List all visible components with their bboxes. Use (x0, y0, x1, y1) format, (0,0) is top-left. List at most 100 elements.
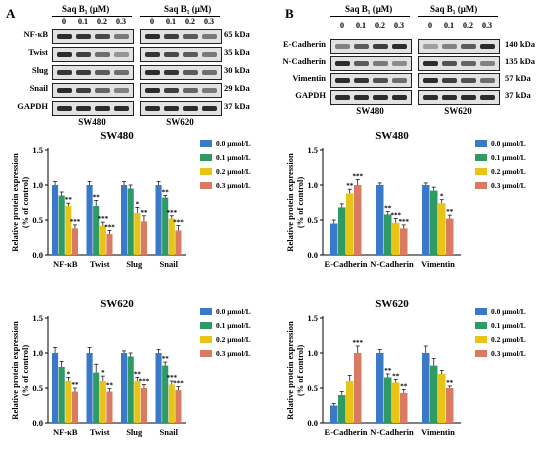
blot-band (183, 70, 198, 75)
legend-label: 0.2 μmol/L (491, 167, 526, 176)
blot-strip (330, 90, 412, 105)
legend-label: 0.3 μmol/L (491, 181, 526, 190)
significance-label: *** (98, 215, 109, 223)
legend-swatch (475, 168, 487, 175)
bar (376, 185, 384, 255)
legend-swatch (200, 308, 212, 315)
blot-band (480, 44, 495, 49)
significance-label: * (136, 200, 140, 208)
bar (338, 395, 346, 423)
bar-chart-sw620-transcription-factors: SW620 Relative protein expression(% of co… (10, 298, 251, 437)
y-tick-label: 1.5 (307, 145, 318, 155)
bar-chart-sw480-emt-markers: SW480 Relative protein expression(% of co… (285, 130, 526, 269)
blot-band (335, 78, 350, 83)
y-axis-label-line: Relative protein expression (285, 321, 295, 420)
blot-band (57, 70, 72, 75)
x-tick-label: N-Cadherin (370, 259, 414, 269)
bar (155, 353, 162, 423)
significance-label: * (67, 371, 71, 379)
x-tick-label: Slug (126, 427, 143, 437)
y-tick-label: 0.0 (307, 250, 318, 260)
treatment-label-b-sw620: Saq B₁ (μM) (430, 4, 478, 14)
y-tick-label: 0.5 (32, 383, 43, 393)
blot-band (164, 106, 179, 111)
bar (162, 365, 169, 423)
y-tick-label: 0.5 (32, 215, 43, 225)
conc-b-7: 0.2 (463, 21, 473, 30)
y-axis-label-line: (% of control) (20, 345, 30, 396)
blot-band (480, 95, 495, 100)
blot-band (57, 34, 72, 39)
bar (71, 228, 78, 255)
blot-band (95, 34, 110, 39)
y-tick-label: 1.0 (307, 348, 318, 358)
legend-label: 0.0 μmol/L (216, 139, 251, 148)
y-axis-label-line: Relative protein expression (285, 153, 295, 252)
significance-label: *** (70, 218, 81, 226)
significance-label: *** (139, 378, 150, 386)
blot-strip (330, 56, 412, 71)
blot-band (95, 52, 110, 57)
bar (106, 234, 113, 255)
legend-label: 0.3 μmol/L (216, 349, 251, 358)
significance-label: ** (71, 381, 79, 389)
bar (400, 392, 408, 423)
legend-label: 0.1 μmol/L (216, 321, 251, 330)
blot-band (183, 52, 198, 57)
conc-a-5: 0 (150, 17, 154, 26)
bar-chart-sw620-emt-markers: SW620 Relative protein expression(% of co… (285, 298, 526, 437)
bar (93, 372, 100, 423)
legend-swatch (475, 322, 487, 329)
bar (330, 223, 338, 255)
kda-ecadherin: 140 kDa (505, 39, 535, 49)
legend-label: 0.1 μmol/L (491, 321, 526, 330)
blot-band (145, 70, 160, 75)
blot-band (164, 52, 179, 57)
y-tick-label: 1.5 (32, 313, 43, 323)
blot-band (423, 44, 438, 49)
blot-strip (52, 29, 134, 44)
legend-swatch (200, 140, 212, 147)
blot-band (164, 88, 179, 93)
blot-strip (140, 65, 222, 80)
bar (52, 353, 59, 423)
chart-title: SW620 (100, 298, 134, 310)
blot-band (183, 88, 198, 93)
significance-label: *** (104, 224, 115, 232)
bar (438, 203, 446, 255)
bar (376, 353, 384, 423)
conc-b-4: 0.3 (394, 21, 404, 30)
blot-band (76, 88, 91, 93)
blot-band (373, 95, 388, 100)
cell-line-a-sw480: SW480 (78, 117, 106, 127)
conc-b-5: 0 (428, 21, 432, 30)
significance-label: * (101, 369, 105, 377)
blot-band (392, 95, 407, 100)
blot-label-twist: Twist (28, 47, 48, 57)
y-axis-label-line: Relative protein expression (10, 321, 20, 420)
legend-swatch (475, 308, 487, 315)
kda-gapdh-b: 37 kDa (505, 90, 531, 100)
blot-band (114, 52, 129, 57)
significance-label: ** (346, 182, 354, 190)
blot-band (57, 88, 72, 93)
bar (140, 388, 147, 423)
significance-label: * (440, 193, 444, 201)
blot-strip (52, 47, 134, 62)
y-axis-label: Relative protein expression(% of control… (285, 321, 305, 420)
blot-strip (418, 90, 500, 105)
legend-label: 0.0 μmol/L (216, 307, 251, 316)
significance-label: *** (353, 339, 364, 347)
kda-slug: 30 kDa (224, 65, 250, 75)
x-tick-label: Slug (126, 259, 143, 269)
conc-a-2: 0.1 (78, 17, 88, 26)
blot-band (145, 52, 160, 57)
blot-band (183, 106, 198, 111)
bar (58, 367, 65, 423)
blot-label-slug: Slug (31, 65, 48, 75)
treatment-label-b-sw480: Saq B₁ (μM) (345, 4, 393, 14)
significance-label: ** (446, 208, 454, 216)
legend-label: 0.2 μmol/L (216, 335, 251, 344)
conc-a-6: 0.1 (166, 17, 176, 26)
blot-band (354, 95, 369, 100)
